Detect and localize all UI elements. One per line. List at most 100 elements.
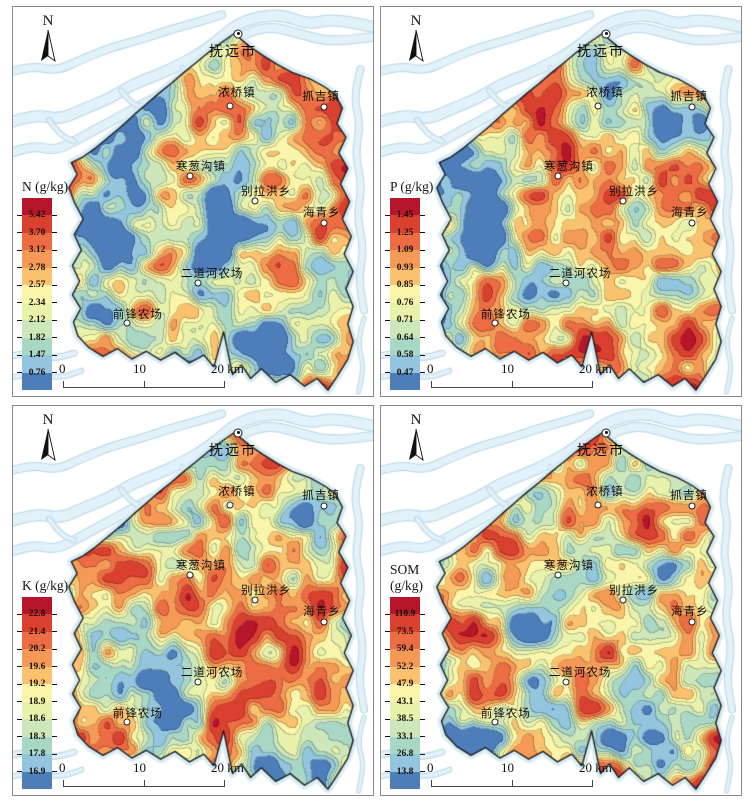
north-arrow: N [33,412,63,467]
legend-tick-value: 20.2 [28,644,46,655]
legend-tick-value: 47.9 [396,679,414,690]
scale-label-0: 0 [427,760,434,775]
town-marker [619,197,627,205]
town-marker [688,618,696,626]
legend-tick-value: 0.71 [396,315,414,326]
place-label: 别拉洪乡 [609,584,660,597]
legend-tick-value: 0.93 [396,262,414,273]
legend-tick-value: 2.34 [28,297,46,308]
place-label: 二道河农场 [180,666,244,679]
legend-color-cell [22,649,52,667]
scale-bar: 0 10 20 km [59,760,263,790]
scale-bar: 0 10 20 km [427,361,631,391]
legend-color-cell [390,719,420,737]
legend-color-cell [22,719,52,737]
town-marker [251,197,259,205]
north-label: N [42,13,54,29]
place-label: 海青乡 [671,606,709,619]
legend-tick-value: 1.09 [396,245,414,256]
legend-tick: 17.8 [17,749,57,759]
town-marker [491,718,499,726]
place-label: 寒葱沟镇 [175,559,226,572]
town-marker [194,678,202,686]
legend-color-cell [22,267,52,286]
scale-bar-line [63,780,225,787]
legend-tick-value: 1.82 [28,332,46,343]
legend-title: N (g/kg) [22,179,69,194]
legend-tick-value: 43.1 [396,696,414,707]
legend-color-cell [390,267,420,286]
town-marker [123,718,131,726]
legend-tick-value: 0.85 [396,280,414,291]
place-label: 二道河农场 [180,267,244,280]
place-label: 抓吉镇 [302,489,340,502]
scale-label-0: 0 [59,361,66,376]
legend-tick: 18.9 [17,697,57,707]
place-label: 抚远市 [576,443,625,459]
legend-color-cell [390,302,420,321]
place-label: 海青乡 [303,207,341,220]
legend-color-cell [22,232,52,251]
compass-needle-icon [409,29,424,63]
legend-tick: 19.2 [17,679,57,689]
legend-tick: 59.4 [385,644,425,654]
town-marker [251,596,259,604]
legend-tick: 110.9 [385,609,425,619]
legend-tick-value: 17.8 [28,749,46,760]
legend-color-cell [22,666,52,685]
place-label: 前锋农场 [480,309,531,322]
legend-color-cell [390,684,420,702]
legend-colorbar: 110.9 73.5 59.4 52.2 47.9 43.1 38.5 33.1 26.8 13.… [385,597,425,789]
legend-tick: 73.5 [385,627,425,637]
town-marker [320,219,328,227]
place-label: 别拉洪乡 [241,185,292,198]
scale-label-10: 10 [133,760,146,775]
legend-tick-value: 33.1 [396,731,414,742]
legend-tick-value: 0.76 [396,297,414,308]
legend-color-cell [22,597,52,615]
place-label: 前锋农场 [112,708,163,721]
legend-tick: 1.09 [385,245,425,255]
map-panel-n: 抚远市 浓桥镇 抓吉镇 寒葱沟镇 别拉洪乡 海青乡 二道河农场 前锋农场 N N (g/kg)… [12,6,374,397]
legend-color-cell [22,736,52,755]
legend-title: P (g/kg) [390,179,434,194]
legend-tick: 5.42 [17,210,57,220]
legend-color-cell [22,302,52,321]
legend-tick: 26.8 [385,749,425,759]
map-area: 抚远市 浓桥镇 抓吉镇 寒葱沟镇 别拉洪乡 海青乡 二道河农场 前锋农场 [381,7,741,396]
legend-tick-value: 13.8 [396,766,414,777]
legend-tick: 2.12 [17,315,57,325]
north-label: N [410,13,422,29]
scale-label-10: 10 [501,361,514,376]
city-marker [233,428,243,438]
scale-label-20km: 20 km [211,361,244,376]
town-marker [186,172,194,180]
legend-color-cell [390,597,420,615]
place-label: 浓桥镇 [586,86,624,99]
legend-colorbar: 22.8 21.4 20.2 19.6 19.2 18.9 18.6 18.3 17.8 16.9 [17,597,57,789]
town-marker [688,502,696,510]
town-marker [619,596,627,604]
legend-tick: 0.58 [385,350,425,360]
legend-color-cell [22,372,52,390]
city-marker [601,428,611,438]
legend-tick-value: 59.4 [396,644,414,655]
map-area: 抚远市 浓桥镇 抓吉镇 寒葱沟镇 别拉洪乡 海青乡 二道河农场 前锋农场 [13,406,373,795]
legend-tick: 0.76 [385,298,425,308]
town-marker [562,678,570,686]
place-label: 抚远市 [576,44,625,60]
legend-color-cell [390,250,420,268]
legend-color-cell [390,754,420,772]
legend-color-cell [390,666,420,685]
legend-color-cell [22,215,52,233]
legend-tick: 0.71 [385,315,425,325]
map-canvas-k [13,406,373,795]
legend-tick: 33.1 [385,732,425,742]
place-label: 寒葱沟镇 [543,559,594,572]
town-marker [320,103,328,111]
legend-color-cell [390,337,420,356]
legend-tick-value: 73.5 [396,626,414,637]
map-canvas-n [13,7,373,396]
legend-title: K (g/kg) [22,578,69,593]
map-panel-p: 抚远市 浓桥镇 抓吉镇 寒葱沟镇 别拉洪乡 海青乡 二道河农场 前锋农场 N P (g/kg)… [380,6,742,397]
